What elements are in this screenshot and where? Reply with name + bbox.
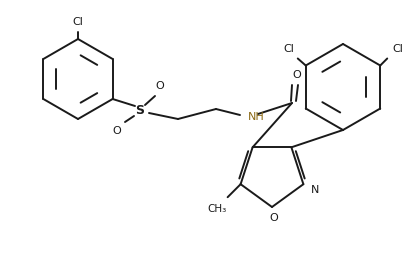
- Text: O: O: [155, 81, 164, 91]
- Text: S: S: [135, 105, 144, 117]
- Text: N: N: [310, 185, 319, 195]
- Text: Cl: Cl: [72, 17, 83, 27]
- Text: O: O: [292, 70, 301, 80]
- Text: CH₃: CH₃: [207, 204, 226, 214]
- Text: O: O: [269, 213, 278, 223]
- Text: O: O: [112, 126, 121, 136]
- Text: Cl: Cl: [391, 44, 402, 54]
- Text: NH: NH: [247, 112, 264, 122]
- Text: Cl: Cl: [282, 44, 293, 54]
